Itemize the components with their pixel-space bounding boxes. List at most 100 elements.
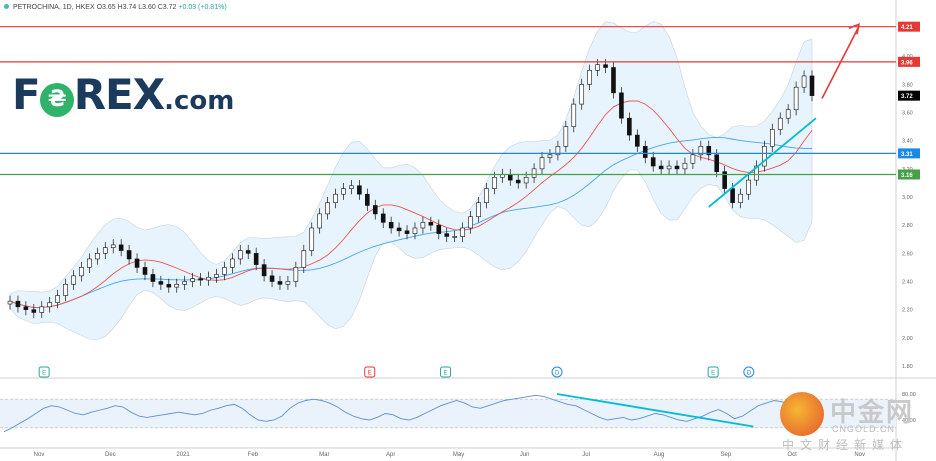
x-tick-label: Aug <box>654 452 665 458</box>
candle <box>388 222 394 229</box>
x-tick-label: Jun <box>520 452 530 458</box>
rsi-tick-label: 40.00 <box>902 418 916 424</box>
candle <box>293 267 299 282</box>
candle <box>801 75 807 88</box>
candle <box>39 306 45 313</box>
logo-f: F <box>12 70 41 119</box>
candle <box>722 171 727 189</box>
change-value: +0.03 (+0.81%) <box>178 4 227 11</box>
candle <box>142 267 148 275</box>
rsi-line <box>3 394 807 433</box>
candle <box>372 205 378 215</box>
logo-coin-icon: ₴ <box>39 83 74 117</box>
rsi-divergence-line <box>556 393 754 428</box>
candle <box>595 64 600 71</box>
candle <box>730 188 735 203</box>
close-value: C3.72 <box>157 4 177 11</box>
candle <box>666 165 672 170</box>
dividend-marker-icon <box>551 366 563 378</box>
candle <box>698 146 704 156</box>
candle <box>237 250 243 260</box>
y-tick-label: 2.20 <box>902 308 913 314</box>
y-tick-label: 3.40 <box>902 139 913 145</box>
event-label: E <box>368 371 372 377</box>
candle <box>476 202 481 218</box>
level-tag-label: 3.31 <box>901 152 913 158</box>
earnings-marker-icon <box>707 366 719 378</box>
symbol-name[interactable]: PETROCHINA, 1D, HKEX <box>12 4 95 11</box>
candle <box>658 165 664 170</box>
y-tick-label: 2.00 <box>902 336 913 342</box>
candle <box>126 250 132 260</box>
candle <box>325 202 330 215</box>
candle <box>690 154 696 164</box>
y-tick-label: 2.60 <box>902 251 913 257</box>
level-tag <box>898 56 920 67</box>
candle <box>63 284 68 296</box>
earnings-marker-icon <box>38 366 50 378</box>
logo-rex: REX <box>73 70 165 119</box>
candle <box>79 267 84 277</box>
candle <box>412 227 418 234</box>
candle <box>87 258 92 268</box>
candle <box>158 281 164 285</box>
x-tick-label: Nov <box>34 452 45 458</box>
candle <box>174 284 180 288</box>
candle <box>650 157 656 167</box>
candle <box>436 224 442 234</box>
candle <box>333 193 338 203</box>
x-tick-label: 2021 <box>176 452 190 458</box>
candle <box>579 84 585 105</box>
candle <box>214 274 219 278</box>
support-trendline <box>708 117 817 208</box>
x-tick-label: Mar <box>319 452 329 458</box>
candle <box>793 86 799 111</box>
candle <box>357 185 362 195</box>
x-tick-label: May <box>453 452 464 458</box>
x-tick-label: Oct <box>787 452 797 458</box>
y-tick-label: 3.00 <box>902 195 913 201</box>
candle <box>55 295 60 303</box>
chart-header: PETROCHINA, 1D, HKEX O3.65 H3.74 L3.60 C… <box>4 4 227 11</box>
candle <box>285 281 291 285</box>
low-value: L3.60 <box>138 4 156 11</box>
candle <box>71 275 76 285</box>
y-tick-label: 1.80 <box>902 364 913 370</box>
candle <box>396 227 402 232</box>
candle <box>444 233 450 237</box>
event-label: E <box>711 371 715 377</box>
candle <box>587 70 592 85</box>
candle <box>317 213 322 229</box>
candle <box>245 250 251 254</box>
candle <box>460 227 465 237</box>
candle <box>547 154 553 158</box>
candle <box>198 278 203 281</box>
candle <box>277 281 283 285</box>
candle <box>777 117 783 130</box>
x-tick-label: Dec <box>105 452 116 458</box>
level-tag <box>898 169 920 180</box>
level-tag-label: 3.16 <box>901 173 913 179</box>
candle <box>515 179 521 184</box>
earnings-marker-icon <box>440 366 452 378</box>
event-label: D <box>555 371 560 377</box>
logo-suffix: .com <box>164 86 235 116</box>
last-price-label: 3.72 <box>901 94 913 100</box>
open-value: O3.65 <box>96 4 116 11</box>
candle <box>365 193 370 206</box>
candle <box>134 258 140 268</box>
candle <box>635 134 640 147</box>
candle <box>484 188 489 203</box>
earnings-marker-icon <box>364 366 376 378</box>
candle <box>627 117 632 136</box>
x-tick-label: Nov <box>854 452 865 458</box>
forex-logo: F ₴ REX.com <box>12 70 234 119</box>
cngold-logo-icon <box>780 392 824 436</box>
ma-slow-line <box>9 136 813 308</box>
candle <box>714 154 720 172</box>
candle <box>253 253 259 265</box>
dividend-marker-icon <box>743 366 755 378</box>
rsi-tick-label: 80.00 <box>902 392 916 398</box>
candle <box>380 213 386 223</box>
